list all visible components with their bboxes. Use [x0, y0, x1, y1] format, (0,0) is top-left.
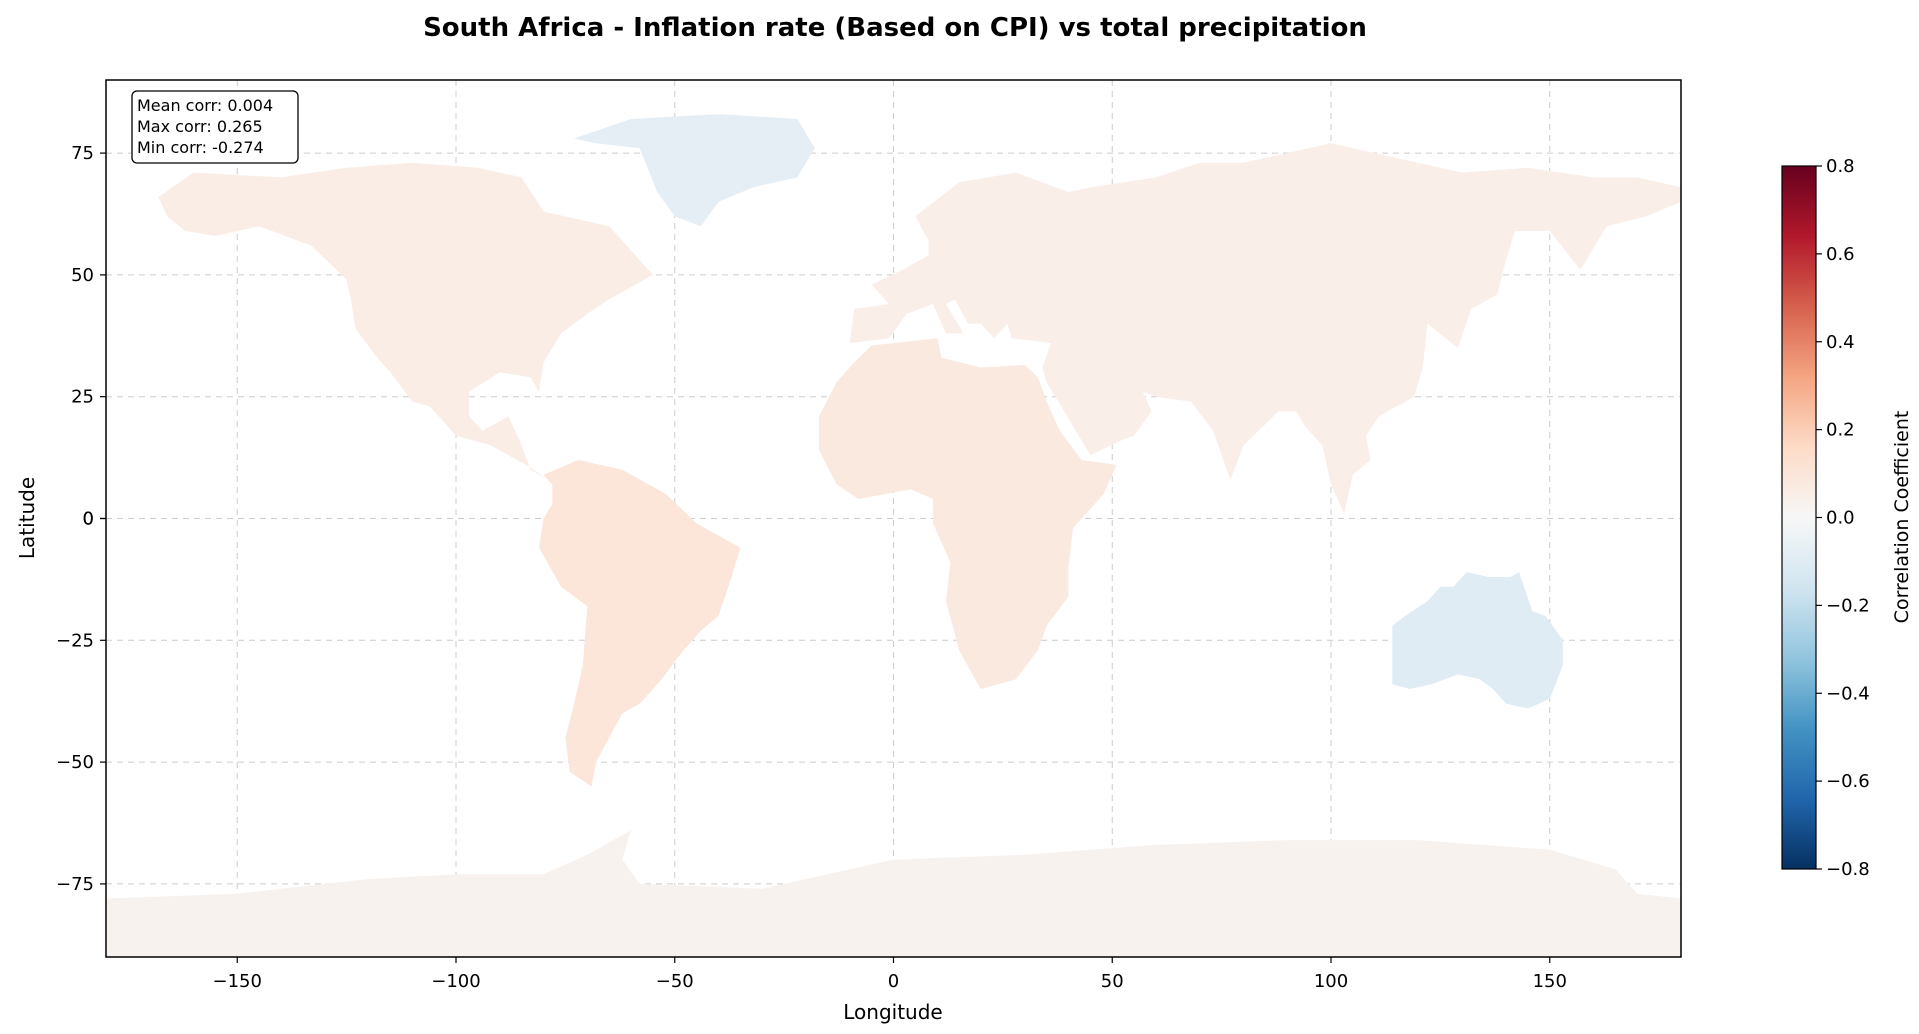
x-tick-label: −100	[431, 971, 480, 992]
x-tick-label: −50	[656, 971, 694, 992]
colorbar: −0.8 −0.6 −0.4 −0.2 0.0 0.2 0.4 0.6 0.8 Correlat…	[1781, 156, 1913, 880]
region-antarctica	[106, 830, 1681, 957]
colorbar-tick-label: 0.4	[1826, 332, 1855, 353]
y-tick-label: 75	[71, 143, 94, 164]
y-axis-title: Latitude	[15, 477, 39, 559]
stats-min: Min corr: -0.274	[137, 138, 264, 157]
stats-box-frame	[131, 90, 299, 164]
y-tick-label: 0	[83, 509, 94, 530]
x-tick-label: 0	[888, 971, 899, 992]
colorbar-gradient	[1781, 165, 1817, 870]
x-tick-label: 150	[1533, 971, 1567, 992]
colorbar-ticks: −0.8 −0.6 −0.4 −0.2 0.0 0.2 0.4 0.6 0.8	[1816, 156, 1870, 880]
colorbar-tick-label: 0.8	[1826, 156, 1855, 177]
colorbar-title: Correlation Coefficient	[1891, 411, 1913, 624]
stats-box: Mean corr: 0.004 Max corr: 0.265 Min cor…	[131, 90, 299, 164]
y-tick-label: −25	[56, 630, 94, 651]
region-south-america	[539, 460, 741, 787]
region-africa	[819, 338, 1117, 689]
colorbar-tick-label: −0.2	[1826, 595, 1870, 616]
region-australia	[1392, 572, 1563, 709]
y-tick-label: 0	[83, 509, 94, 530]
colorbar-tick-label: −0.4	[1826, 683, 1870, 704]
stats-max: Max corr: 0.265	[137, 117, 263, 136]
y-tick-label: −50	[56, 752, 94, 773]
plot-area	[105, 79, 1682, 958]
correlation-map	[106, 114, 1681, 957]
x-tick-label: −150	[213, 971, 262, 992]
x-tick-label: 50	[1101, 971, 1124, 992]
y-tick-label: 25	[71, 387, 94, 408]
y-tick-label: 50	[71, 265, 94, 286]
colorbar-tick-label: 0.6	[1826, 244, 1855, 265]
x-axis-title: Longitude	[843, 1000, 942, 1024]
region-greenland	[574, 114, 815, 227]
stats-mean: Mean corr: 0.004	[137, 96, 273, 115]
x-axis: −150 −100 −50 0 50 100 150	[213, 957, 1567, 992]
colorbar-tick-label: −0.6	[1826, 771, 1870, 792]
colorbar-tick-label: −0.8	[1826, 859, 1870, 880]
y-tick-label: −75	[56, 874, 94, 895]
region-eurasia	[849, 143, 1681, 514]
colorbar-tick-label: 0.2	[1826, 420, 1855, 441]
colorbar-tick-label: 0.0	[1826, 508, 1855, 529]
chart-title: South Africa - Inflation rate (Based on …	[423, 13, 1367, 43]
region-north-america	[158, 162, 653, 480]
x-tick-label: 100	[1314, 971, 1348, 992]
